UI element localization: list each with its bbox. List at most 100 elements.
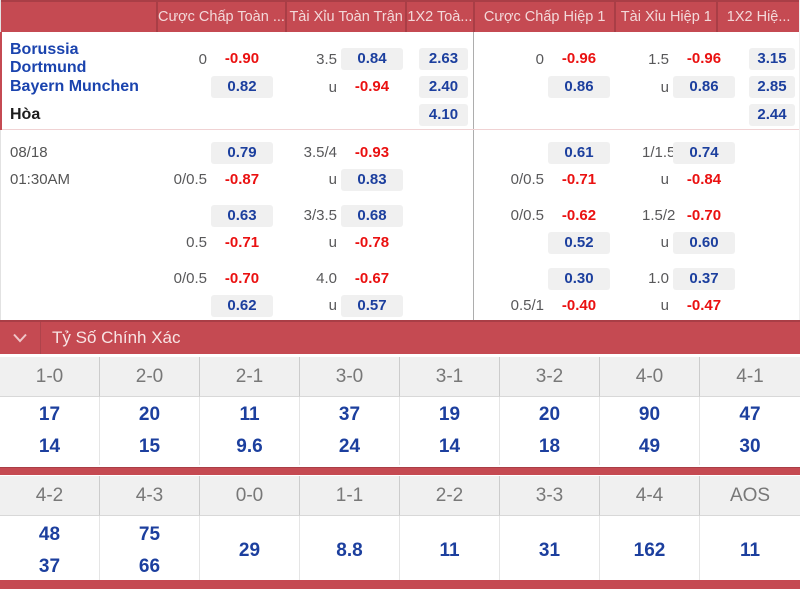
score-odds-value[interactable]: 162 (633, 540, 666, 561)
handicap-odds[interactable]: 0.86 (548, 76, 610, 98)
score-header-cell: 4-1 (700, 357, 800, 397)
handicap-odds-slot: -0.62 (544, 202, 614, 229)
score-odds-value[interactable]: 8.8 (336, 540, 363, 561)
1x2-odds[interactable]: 3.15 (749, 48, 795, 70)
total-odds[interactable]: -0.78 (354, 233, 390, 251)
firsthalf-odds: 0.86 u 0.86 2.85 (472, 73, 799, 101)
score-odds-value[interactable]: 19 (438, 404, 461, 425)
total-odds[interactable]: -0.70 (686, 206, 722, 224)
handicap-odds[interactable]: 0.52 (548, 231, 610, 254)
score-odds-value[interactable]: 11 (239, 404, 260, 425)
handicap-odds[interactable]: 0.79 (211, 141, 273, 164)
total-odds[interactable]: -0.47 (686, 296, 722, 314)
score-odds-value[interactable]: 11 (439, 540, 460, 561)
odds-group-3: 0.63 3/3.5 0.68 0/0.5 -0.62 1.5/2 -0.70 0.5 -0.7… (1, 202, 799, 256)
header-team-column (1, 2, 156, 32)
fulltime-odds: 0.82 u -0.94 2.40 (159, 73, 472, 101)
score-odds-value[interactable]: 49 (638, 436, 661, 457)
total-odds[interactable]: -0.84 (686, 170, 722, 188)
handicap-odds[interactable]: 0.61 (548, 141, 610, 164)
total-odds[interactable]: -0.94 (354, 78, 390, 95)
total-odds[interactable]: -0.93 (354, 143, 390, 161)
score-odds-value[interactable]: 75 (138, 524, 161, 545)
total-odds[interactable]: 0.68 (341, 204, 403, 227)
score-odds-value[interactable]: 18 (538, 436, 561, 457)
handicap-label: 0 (198, 50, 207, 68)
total-odds[interactable]: 0.37 (673, 267, 735, 290)
score-odds-value[interactable]: 66 (138, 556, 161, 577)
collapse-toggle[interactable] (0, 322, 41, 354)
handicap-odds[interactable]: -0.90 (224, 50, 260, 67)
firsthalf-odds: 0.52 u 0.60 (472, 229, 799, 256)
match-datetime: 01:30AM (10, 170, 71, 188)
1x2-odds-slot (415, 292, 472, 319)
handicap-odds[interactable]: -0.71 (561, 170, 597, 188)
score-odds-value[interactable]: 29 (238, 540, 261, 561)
odds-row: 08/18 0.79 3.5/4 -0.93 0.61 1/1.5 0.74 (1, 139, 799, 166)
1x2-odds[interactable]: 2.40 (419, 76, 468, 98)
handicap-odds[interactable]: 0.63 (211, 204, 273, 227)
score-cell: 20 15 (100, 397, 200, 465)
score-odds-value[interactable]: 31 (538, 540, 561, 561)
1x2-odds[interactable]: 2.63 (419, 48, 468, 70)
header-overunder-firsthalf: Tài Xỉu Hiệp 1 (614, 2, 716, 32)
total-odds-slot (337, 101, 407, 129)
score-odds-value[interactable]: 48 (38, 524, 61, 545)
header-handicap-firsthalf: Cược Chấp Hiệp 1 (472, 2, 615, 32)
total-odds[interactable]: 0.74 (673, 141, 735, 164)
score-odds-value[interactable]: 24 (338, 436, 361, 457)
score-odds-value[interactable]: 17 (38, 404, 61, 425)
score-odds-value[interactable]: 30 (739, 436, 761, 457)
fulltime-odds: 0.79 3.5/4 -0.93 (159, 139, 472, 166)
total-odds[interactable]: 0.86 (673, 76, 735, 98)
total-odds[interactable]: 0.57 (341, 294, 403, 317)
odds-row: 01:30AM 0/0.5 -0.87 u 0.83 0/0.5 -0.71 u -0.84 (1, 166, 799, 193)
handicap-odds[interactable]: -0.40 (561, 296, 597, 314)
handicap-odds[interactable]: 0.30 (548, 267, 610, 290)
handicap-odds[interactable]: -0.87 (224, 170, 260, 188)
score-odds-value[interactable]: 20 (538, 404, 561, 425)
fulltime-firsthalf-divider (473, 32, 474, 320)
handicap-odds[interactable]: -0.62 (561, 206, 597, 224)
total-odds[interactable]: 0.84 (341, 48, 403, 70)
total-odds-slot: -0.47 (669, 292, 739, 319)
handicap-odds[interactable]: -0.70 (224, 269, 260, 287)
score-odds-value[interactable]: 90 (638, 404, 661, 425)
score-odds-value[interactable]: 47 (739, 404, 761, 425)
handicap-odds[interactable]: -0.96 (561, 50, 597, 67)
match-datetime: 08/18 (10, 143, 48, 161)
score-odds-value[interactable]: 14 (38, 436, 61, 457)
odds-row: 0.62 u 0.57 0.5/1 -0.40 u -0.47 (1, 292, 799, 319)
score-odds-value[interactable]: 14 (438, 436, 461, 457)
total-odds[interactable]: -0.67 (354, 269, 390, 287)
1x2-odds[interactable]: 4.10 (419, 104, 468, 126)
firsthalf-odds: 0.5/1 -0.40 u -0.47 (472, 292, 799, 319)
handicap-odds-slot: 0.86 (544, 73, 614, 101)
score-odds-value[interactable]: 9.6 (236, 436, 263, 457)
score-header-cell: 2-2 (400, 476, 500, 516)
score-odds-value[interactable]: 37 (38, 556, 61, 577)
total-odds-slot: -0.78 (337, 229, 407, 256)
total-odds[interactable]: 0.60 (673, 231, 735, 254)
total-odds[interactable]: 0.83 (341, 168, 403, 191)
1x2-odds-slot (415, 265, 472, 292)
score-cell: 90 49 (600, 397, 700, 465)
1x2-odds[interactable]: 2.85 (749, 76, 795, 98)
score-odds-value[interactable]: 11 (739, 540, 761, 561)
score-odds-value[interactable]: 37 (338, 404, 361, 425)
total-odds-slot: -0.67 (337, 265, 407, 292)
total-odds[interactable]: -0.96 (686, 50, 722, 67)
handicap-odds-slot: 0.63 (207, 202, 277, 229)
handicap-odds[interactable]: -0.71 (224, 233, 260, 251)
team-name: Hòa (10, 106, 41, 123)
score-header-cell: 3-3 (500, 476, 600, 516)
score-odds-value[interactable]: 15 (138, 436, 161, 457)
odds-row: Bayern Munchen 0.82 u -0.94 2.40 0.86 u 0.86 2.8… (1, 73, 799, 101)
score-header-cell: 3-0 (300, 357, 400, 397)
score-odds-value[interactable]: 20 (138, 404, 161, 425)
handicap-odds-slot: -0.71 (207, 229, 277, 256)
fulltime-odds: 0/0.5 -0.70 4.0 -0.67 (159, 265, 472, 292)
1x2-odds[interactable]: 2.44 (749, 104, 795, 126)
handicap-odds[interactable]: 0.82 (211, 76, 273, 98)
handicap-odds[interactable]: 0.62 (211, 294, 273, 317)
